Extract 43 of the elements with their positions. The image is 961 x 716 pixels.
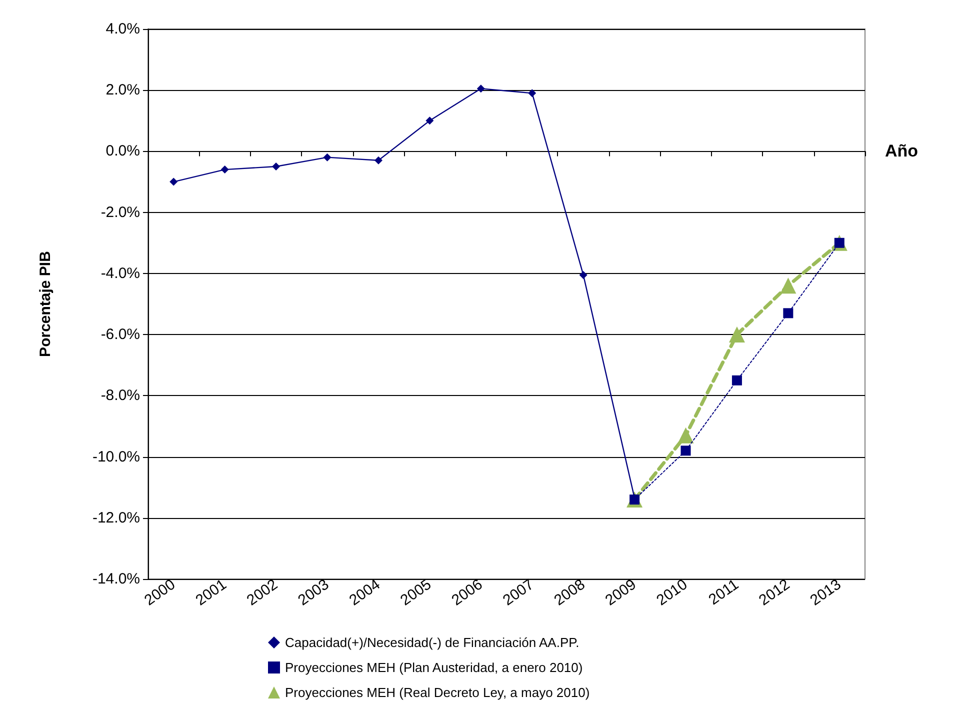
x-tick-label: 2000 xyxy=(141,576,178,610)
point xyxy=(579,270,588,279)
point xyxy=(426,116,434,125)
y-tick-label: 2.0% xyxy=(106,82,140,99)
point xyxy=(780,278,796,294)
x-tick-label: 2001 xyxy=(192,576,230,610)
point xyxy=(678,427,694,444)
x-tick-label: 2002 xyxy=(244,576,281,610)
y-axis-title: Porcentaje PIB xyxy=(37,250,54,357)
y-tick-label: -12.0% xyxy=(92,509,140,526)
point xyxy=(476,84,485,93)
point xyxy=(680,446,691,456)
point xyxy=(732,375,742,386)
x-tick-label: 2008 xyxy=(551,576,588,610)
legend-label: Capacidad(+)/Necesidad(-) de Financiación AA.PP. xyxy=(285,635,580,650)
x-tick-label: 2011 xyxy=(706,576,742,608)
y-tick-label: -14.0% xyxy=(92,570,140,588)
legend-label: Proyecciones MEH (Plan Austeridad, a enero 2010) xyxy=(285,660,583,675)
point xyxy=(272,162,280,170)
y-tick-label: -4.0% xyxy=(100,264,140,282)
y-tick-label: -10.0% xyxy=(92,448,140,466)
point xyxy=(220,166,229,174)
x-tick-label: 2004 xyxy=(346,576,384,610)
point xyxy=(323,153,332,162)
point xyxy=(170,178,178,186)
point xyxy=(374,156,382,164)
point xyxy=(783,308,794,318)
x-axis-title: Año xyxy=(885,142,918,161)
point xyxy=(728,326,745,343)
x-tick-label: 2005 xyxy=(397,576,435,610)
x-tick-label: 2010 xyxy=(654,576,691,610)
y-tick-label: -6.0% xyxy=(100,326,140,344)
y-tick-label: 0.0% xyxy=(106,142,140,160)
x-tick-label: 2006 xyxy=(448,576,486,610)
legend-label: Proyecciones MEH (Real Decreto Ley, a mayo 2010) xyxy=(285,685,590,700)
x-tick-label: 2012 xyxy=(756,576,794,610)
point xyxy=(528,89,536,98)
x-tick-label: 2009 xyxy=(602,576,640,610)
x-tick-label: 2013 xyxy=(807,576,844,610)
x-tick-label: 2003 xyxy=(295,576,332,610)
y-tick-label: 4.0% xyxy=(106,20,140,38)
y-tick-label: -8.0% xyxy=(100,387,140,404)
y-tick-label: -2.0% xyxy=(100,204,140,221)
